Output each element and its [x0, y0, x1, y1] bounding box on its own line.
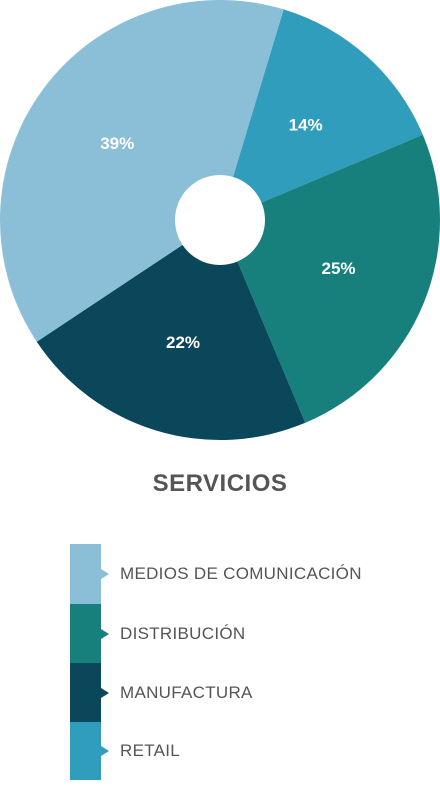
- pie-chart: 14% 25% 22% 39%: [0, 0, 440, 440]
- pie-slice-manufactura: [36, 220, 306, 440]
- legend-swatch: [70, 604, 109, 663]
- slice-label-manufactura: 22%: [166, 333, 200, 352]
- pie-slice-retail: [220, 9, 423, 221]
- legend-swatch: [70, 544, 109, 604]
- slice-label-distribucion: 25%: [321, 259, 355, 278]
- center-hole: [175, 175, 265, 265]
- chart-title: SERVICIOS: [152, 470, 288, 497]
- legend-swatch: [70, 722, 109, 780]
- pie-slice-medios: [0, 0, 284, 342]
- pie-slice-distribucion: [220, 134, 440, 423]
- legend-label: MANUFACTURA: [120, 682, 253, 702]
- legend-label: DISTRIBUCIÓN: [120, 623, 246, 643]
- legend-label: MEDIOS DE COMUNICACIÓN: [120, 564, 362, 583]
- legend-swatch: [70, 663, 109, 722]
- legend-label: RETAIL: [120, 741, 181, 760]
- slice-label-medios: 39%: [100, 134, 134, 153]
- slice-label-retail: 14%: [289, 115, 323, 134]
